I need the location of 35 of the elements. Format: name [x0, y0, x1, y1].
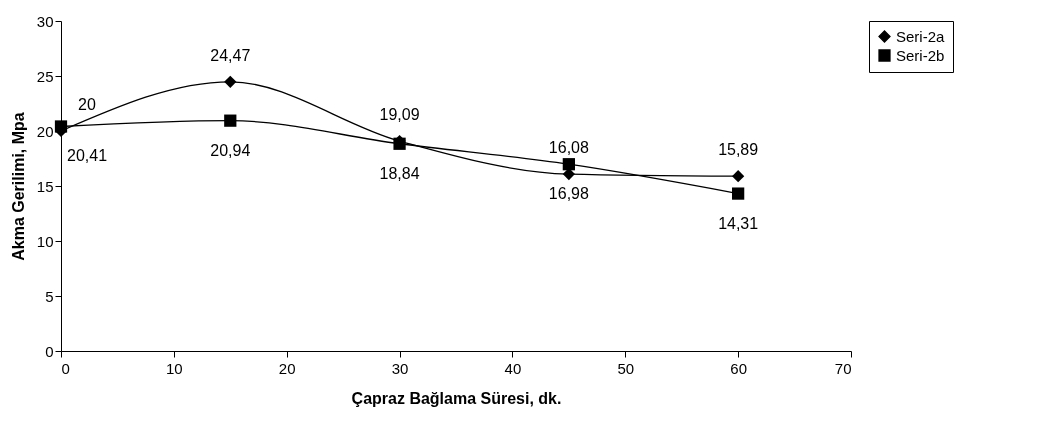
- point: [562, 158, 575, 171]
- data-label: 20,94: [210, 141, 251, 159]
- x-tick-label: 50: [617, 359, 635, 377]
- x-axis-title: Çapraz Bağlama Süresi, dk.: [351, 389, 562, 407]
- data-label: 15,89: [718, 141, 759, 159]
- x-tick-label: 0: [61, 359, 70, 377]
- data-label: 16,98: [548, 185, 589, 203]
- data-label: 24,47: [210, 46, 251, 64]
- data-label: 20,41: [66, 147, 108, 165]
- x-tick-label: 70: [834, 359, 852, 377]
- point: [732, 187, 745, 200]
- y-tick-label: 25: [36, 67, 54, 85]
- x-tick-label: 60: [730, 359, 747, 377]
- legend-label: Seri-2b: [896, 46, 945, 64]
- point: [732, 170, 745, 183]
- data-label: 14,31: [718, 214, 759, 232]
- data-label: 19,09: [379, 106, 420, 124]
- x-tick-label: 40: [504, 359, 522, 377]
- y-tick-label: 0: [45, 342, 54, 360]
- data-label: 18,84: [379, 164, 420, 182]
- data-label: 16,08: [548, 139, 589, 157]
- legend-label: Seri-2a: [896, 27, 946, 45]
- y-tick-label: 20: [36, 122, 54, 140]
- y-tick-label: 30: [36, 12, 54, 30]
- point: [54, 120, 68, 133]
- point: [224, 75, 237, 88]
- x-tick-label: 20: [278, 359, 296, 377]
- y-tick-label: 5: [45, 287, 54, 305]
- x-tick-label: 30: [391, 359, 409, 377]
- x-tick-label: 10: [166, 359, 183, 377]
- y-axis-title: Akma Gerilimi, Mpa: [9, 112, 27, 261]
- y-tick-label: 10: [36, 232, 54, 250]
- y-tick-label: 15: [36, 177, 54, 195]
- point: [224, 114, 237, 127]
- data-label: 20: [78, 96, 96, 113]
